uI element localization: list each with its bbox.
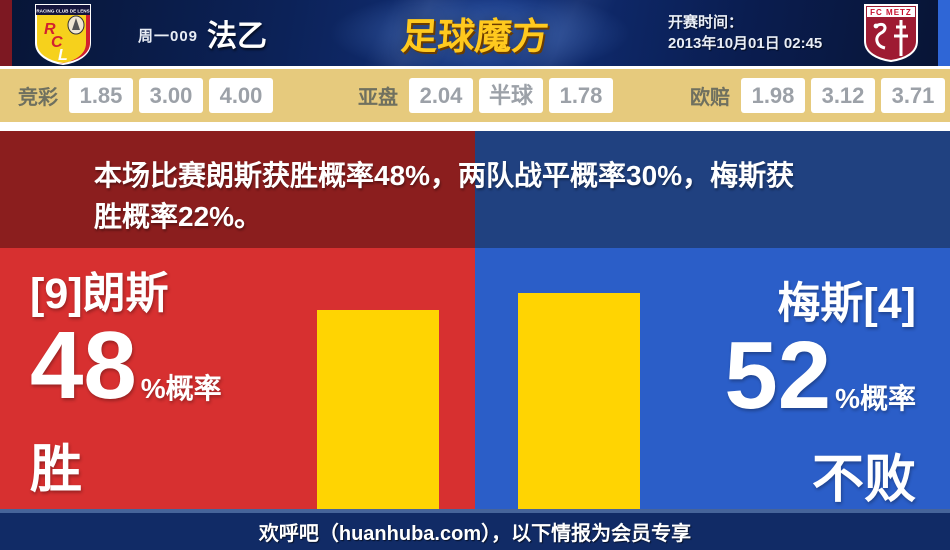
odds-label: 亚盘 [358,87,398,109]
away-probability: 52 %概率 [724,328,916,449]
header: RACING CLUB DE LENS R C L 周一009 法乙 足球魔方 … [0,0,950,76]
rcl-letter-c: C [51,34,63,51]
home-percent-value: 48 [30,312,137,419]
odds-group-jingcai: 竞彩 1.85 3.00 4.00 [18,69,273,122]
away-probability-bar [518,293,640,509]
home-team-name: [9]朗斯 [30,270,169,318]
summary-strip [0,131,950,248]
graoully-dragon-icon [874,22,887,50]
home-accent-stripe [0,0,12,66]
cross-of-lorraine-icon [894,20,908,56]
odds-value-home: 1.98 [741,78,805,113]
odds-value-away: 3.71 [881,78,945,113]
home-percent-suffix: %概率 [140,373,222,404]
odds-value-draw: 3.00 [139,78,203,113]
away-percent-value: 52 [724,322,832,429]
kickoff-time: 2013年10月01日 02:45 [668,35,823,52]
rcl-banner-text: RACING CLUB DE LENS [36,9,89,14]
league-name: 法乙 [207,20,268,53]
home-team-block: [9]朗斯 48 %概率 胜 [30,269,222,499]
away-team-name: 梅斯[4] [777,280,916,328]
away-outcome-label: 不败 [811,451,916,509]
odds-value-home: 1.85 [69,78,133,113]
footer-text: 欢呼吧（huanhuba.com），以下情报为会员专享 [258,523,692,545]
odds-value-away: 4.00 [209,78,273,113]
home-outcome-label: 胜 [30,441,83,499]
handicap-home-odds: 2.04 [409,78,473,113]
probability-panel: 本场比赛朗斯获胜概率48%，两队战平概率30%，梅斯获 胜概率22%。 [9]朗… [0,131,950,509]
odds-value-draw: 3.12 [811,78,875,113]
kickoff-info: 开赛时间： 2013年10月01日 02:45 [668,12,822,54]
odds-group-asian-handicap: 亚盘 2.04 半球 1.78 [358,69,613,122]
home-team-logo-rcl: RACING CLUB DE LENS R C L [35,4,91,65]
handicap-away-odds: 1.78 [549,78,613,113]
away-accent-stripe [938,0,950,66]
home-probability-bar [317,310,439,509]
summary-line-1: 本场比赛朗斯获胜概率48%，两队战平概率30%，梅斯获 [94,160,795,191]
rcl-letter-r: R [44,21,56,38]
rcl-letter-l: L [58,47,68,64]
kickoff-label: 开赛时间： [668,14,744,31]
odds-group-european: 欧赔 1.98 3.12 3.71 [690,69,945,122]
match-number: 周一009 [138,27,199,45]
odds-label: 欧赔 [690,87,730,109]
handicap-line: 半球 [479,78,543,113]
light-burst [330,0,630,76]
footer: 欢呼吧（huanhuba.com），以下情报为会员专享 [0,509,950,550]
odds-bar: 竞彩 1.85 3.00 4.00 亚盘 2.04 半球 1.78 欧赔 1.9… [0,69,950,122]
odds-label: 竞彩 [18,87,58,109]
prediction-summary: 本场比赛朗斯获胜概率48%，两队战平概率30%，梅斯获 胜概率22%。 [94,155,894,237]
metz-name-text: FC METZ [870,8,912,17]
away-team-block: 梅斯[4] 52 %概率 不败 [724,279,916,509]
match-id: 周一009 法乙 [138,0,267,66]
away-percent-suffix: %概率 [835,383,916,414]
summary-line-2: 胜概率22%。 [94,201,263,232]
home-probability: 48 %概率 [30,318,222,439]
away-team-logo-metz: FC METZ [864,4,918,63]
